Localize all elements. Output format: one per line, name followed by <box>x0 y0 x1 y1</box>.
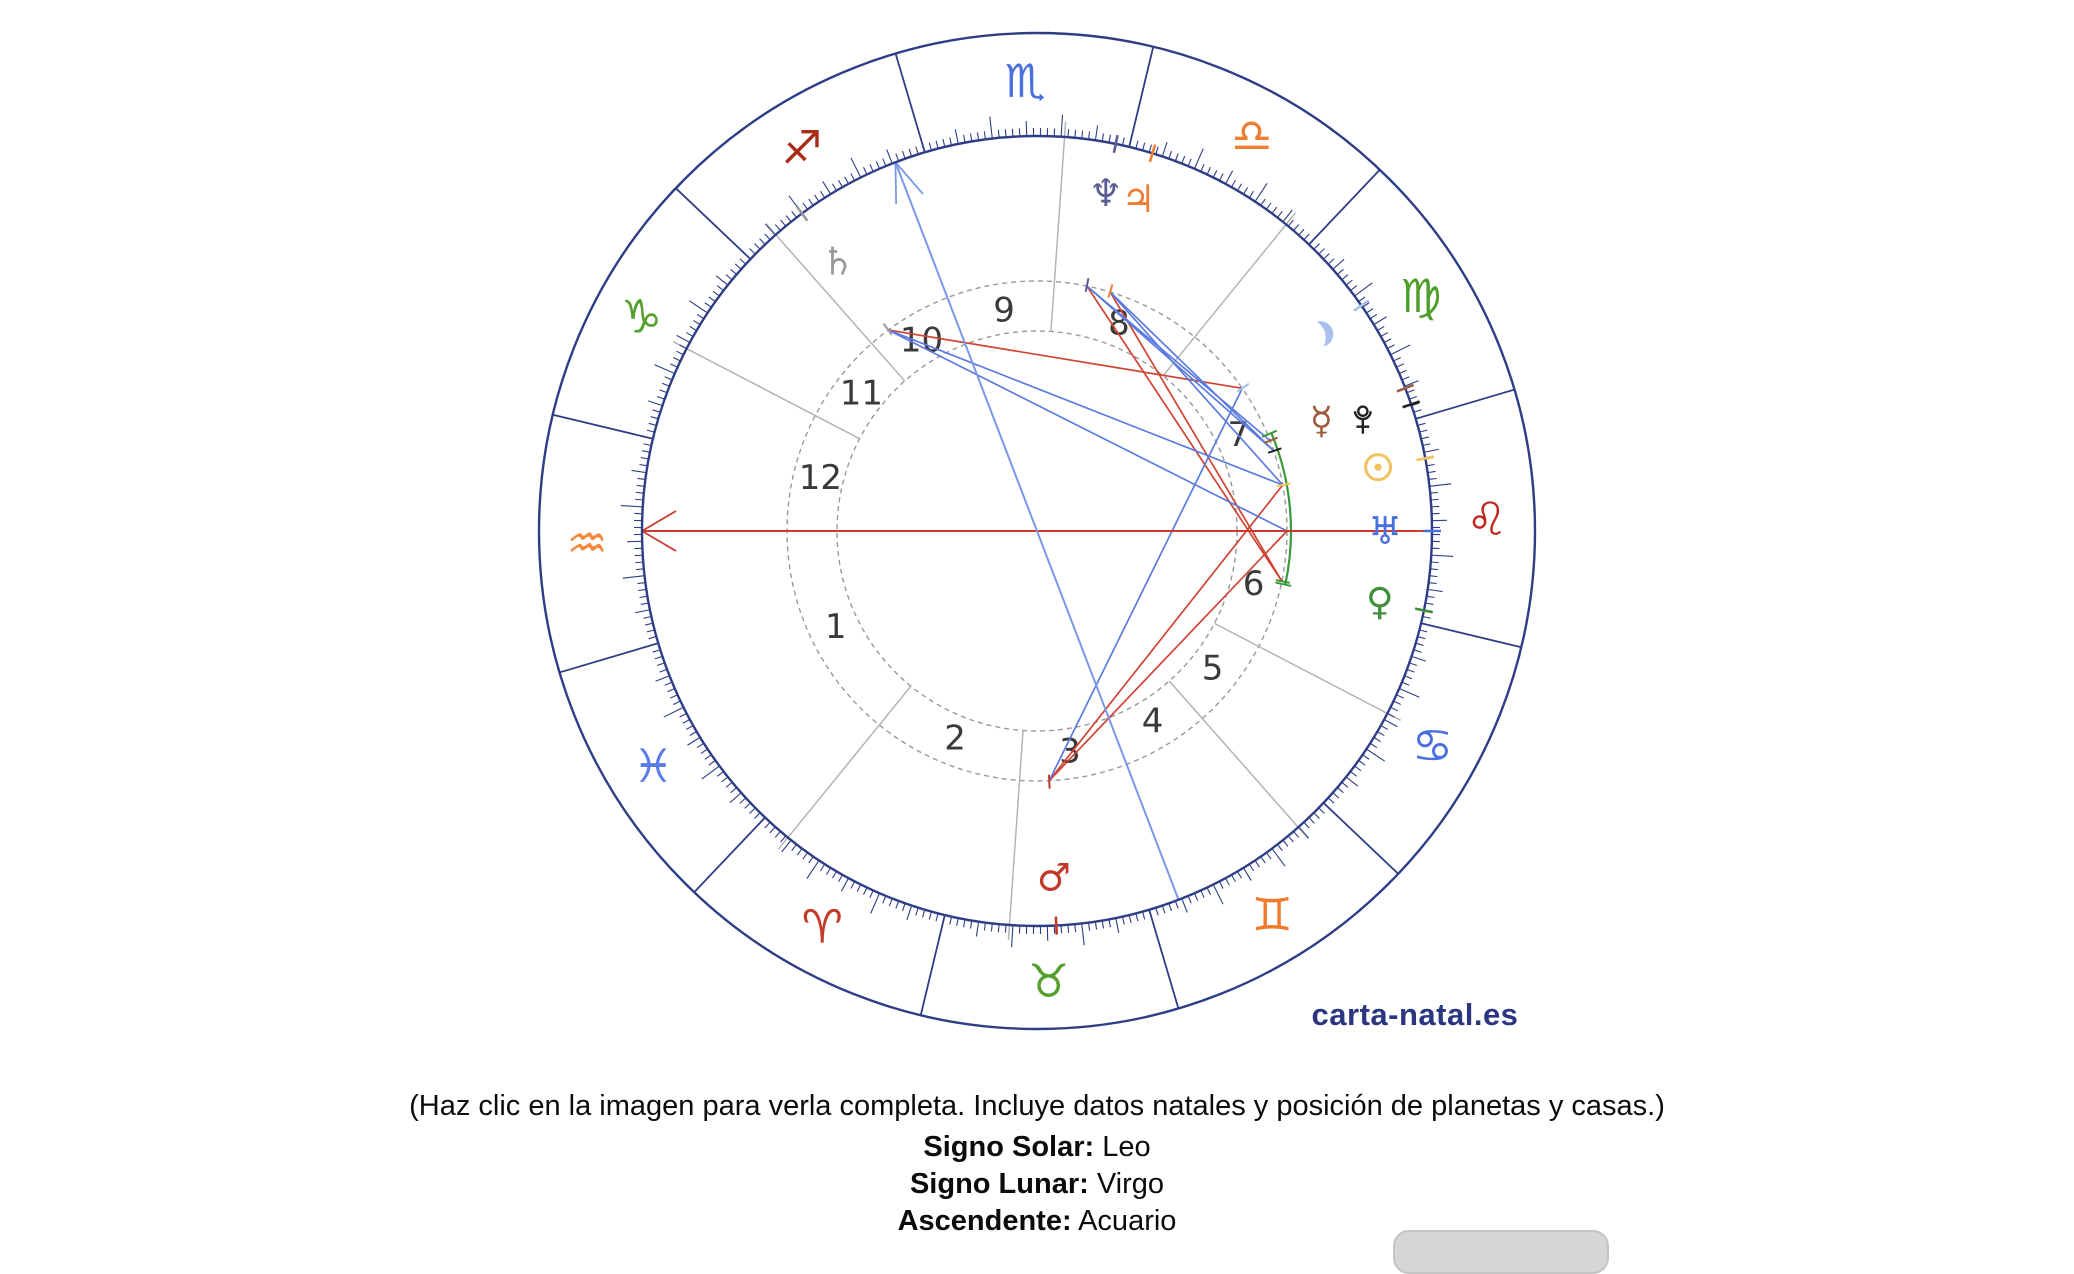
zodiac-sign-icon-scorpio: ♏ <box>1005 54 1046 108</box>
svg-text:♃: ♃ <box>1121 177 1155 221</box>
house-cusp-6 <box>1214 623 1400 720</box>
aspect-endpoint-tick-mars <box>1049 775 1050 789</box>
house-number-2: 2 <box>944 718 966 758</box>
ring-marker-mars <box>1056 917 1057 935</box>
zodiac-sign-icon-libra: ♎ <box>1231 109 1272 163</box>
sign-boundary-pisces <box>560 643 659 672</box>
sign-boundary-taurus <box>921 915 945 1015</box>
planet-glyph-mercury-icon: ☿ <box>1310 399 1333 443</box>
house-number-11: 11 <box>840 374 883 414</box>
site-watermark: carta-natal.es <box>1285 997 1545 1033</box>
sign-boundary-aquarius <box>553 415 653 439</box>
natal-chart-page: 123456789101112♈♉♊♋♌♍♎♏♐♑♒♓☿♀♂♃♄♅♆ (Haz … <box>0 0 2074 1242</box>
aspect-endpoint-tick-neptune <box>1086 278 1089 292</box>
zodiac-sign-icon-cancer: ♋ <box>1412 719 1453 773</box>
house-number-5: 5 <box>1202 648 1224 688</box>
svg-text:♅: ♅ <box>1368 509 1402 553</box>
ascendant-arrow-wing-1 <box>642 531 676 551</box>
zodiac-sign-icon-sagittarius: ♐ <box>781 120 822 174</box>
aspect-square-neptune-venus <box>1087 286 1282 581</box>
ring-marker-neptune <box>1114 135 1118 153</box>
house-number-12: 12 <box>799 458 842 498</box>
house-number-9: 9 <box>993 290 1015 330</box>
house-number-6: 6 <box>1243 564 1265 604</box>
house-number-4: 4 <box>1142 702 1164 742</box>
ring-marker-moon <box>1354 300 1369 310</box>
ring-marker-sun <box>1416 457 1434 460</box>
zodiac-sign-icon-capricorn: ♑ <box>621 289 662 343</box>
house-number-1: 1 <box>825 607 847 647</box>
house-cusp-9 <box>1051 122 1066 331</box>
planet-glyph-moon-icon <box>1317 318 1336 346</box>
natal-chart-wheel-image[interactable]: 123456789101112♈♉♊♋♌♍♎♏♐♑♒♓☿♀♂♃♄♅♆ <box>0 0 2074 1242</box>
planet-glyph-saturn-icon: ♄ <box>821 240 855 284</box>
house-cusp-3 <box>1008 731 1023 940</box>
moon-sign-value: Virgo <box>1097 1168 1164 1200</box>
sign-boundary-sagittarius <box>896 54 925 153</box>
svg-text:♀: ♀ <box>1366 579 1394 623</box>
svg-text:♂: ♂ <box>1037 856 1071 900</box>
planet-glyph-mars-icon: ♂ <box>1037 856 1071 900</box>
sun-sign-label: Signo Solar: <box>923 1131 1094 1163</box>
zodiac-sign-icon-leo: ♌ <box>1466 492 1507 546</box>
sign-boundary-capricorn <box>676 188 751 259</box>
conjunction-arc-0 <box>1271 433 1291 585</box>
svg-text:☿: ☿ <box>1310 399 1333 443</box>
summary-line-moon: Signo Lunar: Virgo <box>0 1166 2074 1202</box>
ascendant-arrow-wing-0 <box>642 511 676 531</box>
aspect-endpoint-tick-saturn <box>884 324 892 335</box>
sign-boundary-aries <box>694 818 765 893</box>
planet-glyph-neptune-icon: ♆ <box>1089 171 1123 215</box>
caption-note: (Haz clic en la imagen para verla comple… <box>0 1088 2074 1124</box>
house-cusp-8 <box>1163 213 1295 376</box>
zodiac-sign-icon-pisces: ♓ <box>633 739 674 793</box>
planet-glyph-venus-icon: ♀ <box>1366 579 1394 623</box>
summary-line-ascendant: Ascendente: Acuario <box>0 1203 2074 1239</box>
sun-sign-value: Leo <box>1102 1131 1150 1163</box>
house-cusp-12 <box>673 342 859 439</box>
summary-line-sun: Signo Solar: Leo <box>0 1129 2074 1165</box>
cookie-banner-fragment[interactable] <box>1393 1230 1609 1274</box>
zodiac-sign-icon-gemini: ♊ <box>1251 888 1292 942</box>
sign-boundary-virgo <box>1416 390 1515 419</box>
zodiac-sign-icon-virgo: ♍ <box>1400 269 1441 323</box>
sign-boundary-leo <box>1421 623 1521 647</box>
sign-boundary-cancer <box>1324 803 1399 874</box>
ring-marker-saturn <box>797 206 808 220</box>
planet-glyph-pluto-icon <box>1355 407 1371 434</box>
mc-arrow-wing-0 <box>895 162 896 204</box>
sign-boundary-gemini <box>1149 910 1178 1009</box>
ascendant-value: Acuario <box>1078 1205 1176 1237</box>
zodiac-sign-icon-aries: ♈ <box>802 899 843 953</box>
planet-glyph-uranus-icon: ♅ <box>1368 509 1402 553</box>
aspect-square-mars-sun <box>1049 485 1283 781</box>
house-cusp-2 <box>778 686 910 849</box>
sign-boundary-libra <box>1309 170 1380 245</box>
planet-glyph-sun-icon <box>1366 455 1391 480</box>
ascendant-label: Ascendente: <box>898 1205 1072 1237</box>
moon-sign-label: Signo Lunar: <box>910 1168 1089 1200</box>
planet-glyph-jupiter-icon: ♃ <box>1121 177 1155 221</box>
zodiac-sign-icon-taurus: ♉ <box>1028 954 1069 1008</box>
conjunction-arc-end-0-1 <box>1262 431 1277 437</box>
svg-text:♄: ♄ <box>821 240 855 284</box>
ring-marker-venus <box>1415 609 1433 613</box>
house-cusp-5 <box>1169 681 1308 839</box>
sign-boundary-scorpio <box>1129 47 1153 147</box>
zodiac-sign-icon-aquarius: ♒ <box>567 516 608 570</box>
mc-arrow-wing-1 <box>895 162 923 194</box>
aspect-trine-jupiter-sun <box>1110 292 1283 485</box>
svg-text:♆: ♆ <box>1089 171 1123 215</box>
